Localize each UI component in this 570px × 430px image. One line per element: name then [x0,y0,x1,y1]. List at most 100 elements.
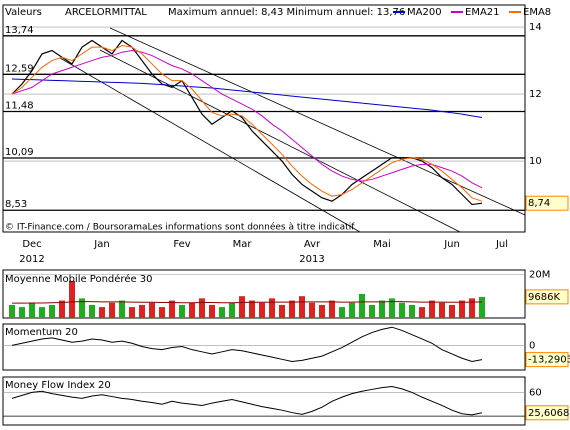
volume-bar [39,307,45,318]
volume-bar [89,304,95,318]
legend-label: MA200 [407,7,442,18]
volume-bar [169,300,175,318]
momentum-frame [2,323,526,371]
trend-line [59,57,361,233]
x-tick-label: Mai [373,239,391,250]
volume-bar [9,304,15,318]
x-tick-label: Dec [22,239,41,250]
series-line [11,78,483,118]
volume-bar [179,304,185,318]
volume-bar [259,302,265,318]
x-year-label: 2013 [299,254,324,265]
trend-line [109,27,526,216]
volume-bar [149,302,155,318]
series-line [11,326,483,362]
level-label: 12,59 [5,63,34,74]
level-label: 11,48 [5,100,34,111]
series-line [12,301,483,304]
volume-bar [359,294,365,318]
last-value-box [525,405,569,421]
last-value-box [525,195,569,211]
last-value-label: 8,74 [528,198,550,209]
volume-bar [119,300,125,318]
volume-bar [19,307,25,318]
volume-bar [329,300,335,318]
volume-bar [289,300,295,318]
volume-bar [479,296,485,318]
y-tick-label: 60 [529,387,542,398]
volume-bar [469,298,475,318]
legend-label: EMA21 [465,7,500,18]
y-tick-label: 0 [529,340,535,351]
volume-bar [239,296,245,318]
volume-bar [319,304,325,318]
volume-bar [219,307,225,318]
last-value-box [525,352,569,368]
volume-bar [419,307,425,318]
x-tick-label: Jun [443,239,460,250]
volume-bar [399,302,405,318]
x-tick-label: Mar [233,239,253,250]
series-line [11,385,483,416]
volume-bar [189,302,195,318]
level-label: 10,09 [5,147,34,158]
volume-bar [449,304,455,318]
panel-title: Momentum 20 [5,327,78,338]
y-tick-label: 20M [529,269,550,280]
panel-title: Moyenne Mobile Pondérée 30 [5,273,153,285]
volume-bar [349,302,355,318]
volume-bar [439,302,445,318]
panel-title: Money Flow Index 20 [5,380,111,391]
mfi-frame [2,376,526,426]
y-tick-label: 12 [529,89,542,100]
x-tick-label: Fev [173,239,190,250]
x-year-label: 2012 [19,254,44,265]
volume-bar [429,300,435,318]
range-text: Maximum annuel: 8,43 Minimum annuel: 13,… [168,7,405,18]
volume-bar [379,300,385,318]
volume-bar [109,302,115,318]
volume-bar [389,298,395,318]
price-frame [2,4,526,233]
volume-bar [209,304,215,318]
volume-bar [69,280,75,318]
volume-bar [99,307,105,318]
volume-bar [249,300,255,318]
x-tick-label: Jul [495,239,508,250]
last-value-label: -13,2903 [528,355,570,366]
x-tick-label: Jan [93,239,109,250]
legend-label: EMA8 [523,7,551,18]
x-tick-label: Avr [304,239,321,250]
volume-bar [59,300,65,318]
volume-bar [309,302,315,318]
header-label: Valeurs [5,7,42,18]
volume-bar [129,307,135,318]
volume-bar [229,302,235,318]
volume-bar [199,298,205,318]
series-line [11,44,483,202]
last-value-box [525,289,569,305]
volume-bar [369,304,375,318]
footer: © IT-Finance.com / BoursoramaLes informa… [5,222,355,233]
volume-bar [269,298,275,318]
last-value-label: 25,6068 [528,408,569,419]
last-value-label: 9686K [528,292,560,303]
volume-bar [459,300,465,318]
trend-line [99,49,461,233]
y-tick-label: 14 [529,22,542,33]
series-line [11,39,483,206]
volume-bar [159,307,165,318]
volume-bar [29,302,35,318]
volume-bar [79,298,85,318]
volume-bar [279,304,285,318]
stock-name: ARCELORMITTAL [65,7,147,18]
volume-bar [299,296,305,318]
series-line [11,50,483,189]
volume-bar [409,304,415,318]
volume-bar [49,304,55,318]
volume-bar [339,307,345,318]
level-label: 8,53 [5,199,27,210]
y-tick-label: 10 [529,156,542,167]
level-label: 13,74 [5,25,34,36]
